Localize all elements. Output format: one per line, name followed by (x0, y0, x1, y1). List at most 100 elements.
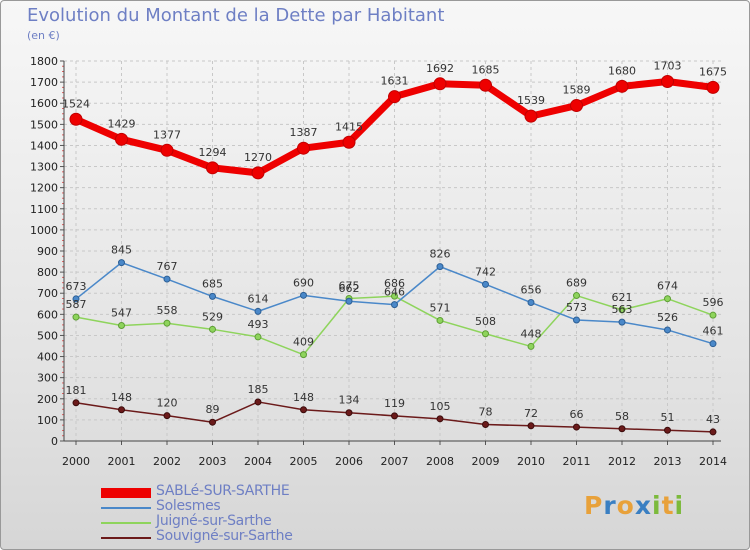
logo-letter: o (616, 491, 635, 520)
data-labels: 1524 1429 1377 1294 1270 1387 1415 1631 1692 1685… (62, 59, 727, 425)
chart-title: Evolution du Montant de la Dette par Hab… (27, 5, 445, 26)
data-point (297, 141, 310, 155)
data-point (527, 299, 535, 307)
y-tick-label: 0 (51, 435, 58, 448)
logo-letter: i (674, 491, 685, 520)
data-point (118, 322, 125, 330)
data-label: 673 (66, 280, 87, 293)
y-tick-label: 1500 (30, 118, 58, 131)
data-label: 662 (339, 282, 360, 295)
data-label: 448 (521, 327, 542, 340)
x-tick-label: 2002 (153, 455, 181, 468)
data-point (300, 351, 307, 359)
x-tick-label: 2010 (517, 455, 545, 468)
data-label: 685 (202, 277, 223, 290)
data-point (163, 319, 171, 327)
y-tick-label: 1200 (30, 182, 58, 195)
legend-swatch-solesmes (101, 506, 151, 509)
data-point (209, 325, 216, 333)
data-label: 1429 (108, 117, 136, 130)
data-point (709, 311, 717, 319)
data-point (388, 90, 401, 104)
data-label: 826 (430, 248, 451, 261)
data-point (433, 77, 447, 91)
data-label: 675 (339, 280, 360, 293)
y-tick-label: 1800 (30, 55, 58, 68)
data-point (482, 280, 489, 288)
data-point (573, 316, 580, 324)
legend-label-sable: SABLé-SUR-SARTHE (156, 483, 290, 499)
y-tick-label: 200 (37, 393, 58, 406)
data-label: 119 (384, 397, 405, 410)
data-point (615, 79, 629, 93)
data-label: 1680 (608, 64, 636, 77)
data-point (706, 80, 720, 94)
data-point (436, 263, 444, 271)
x-tick-label: 2004 (244, 455, 272, 468)
data-label: 596 (703, 296, 724, 309)
data-label: 646 (384, 286, 405, 299)
logo-letter: x (634, 491, 652, 520)
data-label: 547 (111, 307, 132, 320)
legend-label-juigne: Juigné-sur-Sarthe (156, 513, 272, 529)
chart-unit: (en €) (27, 29, 60, 42)
data-label: 573 (566, 301, 587, 314)
data-label: 148 (111, 391, 132, 404)
data-label: 1589 (563, 84, 591, 97)
x-tick-label: 2013 (654, 455, 682, 468)
data-point (163, 412, 171, 420)
data-point (618, 425, 626, 433)
data-label: 1675 (699, 65, 727, 78)
y-tick-label: 300 (37, 372, 58, 385)
data-label: 686 (384, 277, 405, 290)
proxiti-logo: Proxiti (584, 491, 684, 520)
data-point (72, 313, 80, 321)
data-point (163, 275, 171, 283)
x-tick-label: 2007 (381, 455, 409, 468)
y-tick-label: 1400 (30, 139, 58, 152)
data-point (570, 99, 583, 113)
data-point (436, 316, 444, 324)
data-point (661, 74, 674, 88)
data-label: 656 (521, 284, 542, 297)
y-tick-label: 600 (37, 308, 58, 321)
data-label: 526 (657, 311, 678, 324)
x-tick-label: 2011 (563, 455, 591, 468)
data-label: 120 (157, 397, 178, 410)
x-tick-label: 2005 (290, 455, 318, 468)
data-label: 1631 (381, 75, 409, 88)
data-point (254, 307, 262, 315)
data-label: 43 (706, 413, 720, 426)
data-point (72, 295, 80, 303)
y-tick-label: 1300 (30, 161, 58, 174)
data-point (527, 342, 535, 350)
legend-label-souvigne: Souvigné-sur-Sarthe (156, 528, 293, 544)
data-point (300, 406, 307, 414)
y-tick-label: 800 (37, 266, 58, 279)
data-label: 78 (479, 406, 493, 419)
legend-label-solesmes: Solesmes (156, 498, 221, 514)
data-label: 148 (293, 391, 314, 404)
data-point (664, 426, 671, 434)
y-tick-label: 700 (37, 287, 58, 300)
x-tick-label: 2014 (699, 455, 727, 468)
data-label: 742 (475, 265, 496, 278)
series-lines (69, 74, 720, 436)
data-label: 1524 (62, 97, 90, 110)
data-label: 587 (66, 298, 87, 311)
grid (64, 60, 721, 442)
data-label: 493 (248, 318, 269, 331)
data-point (300, 291, 307, 299)
data-point (524, 109, 538, 123)
data-label: 563 (612, 303, 633, 316)
data-point (118, 259, 125, 267)
axes: 0 100 200 300 400 500 600 700 800 900 1000 1100 1200… (30, 55, 727, 468)
data-point (618, 318, 626, 326)
data-point (709, 340, 717, 348)
x-tick-label: 2001 (108, 455, 136, 468)
data-point (115, 132, 128, 146)
legend-swatch-souvigne (101, 536, 151, 539)
data-point (479, 78, 492, 92)
